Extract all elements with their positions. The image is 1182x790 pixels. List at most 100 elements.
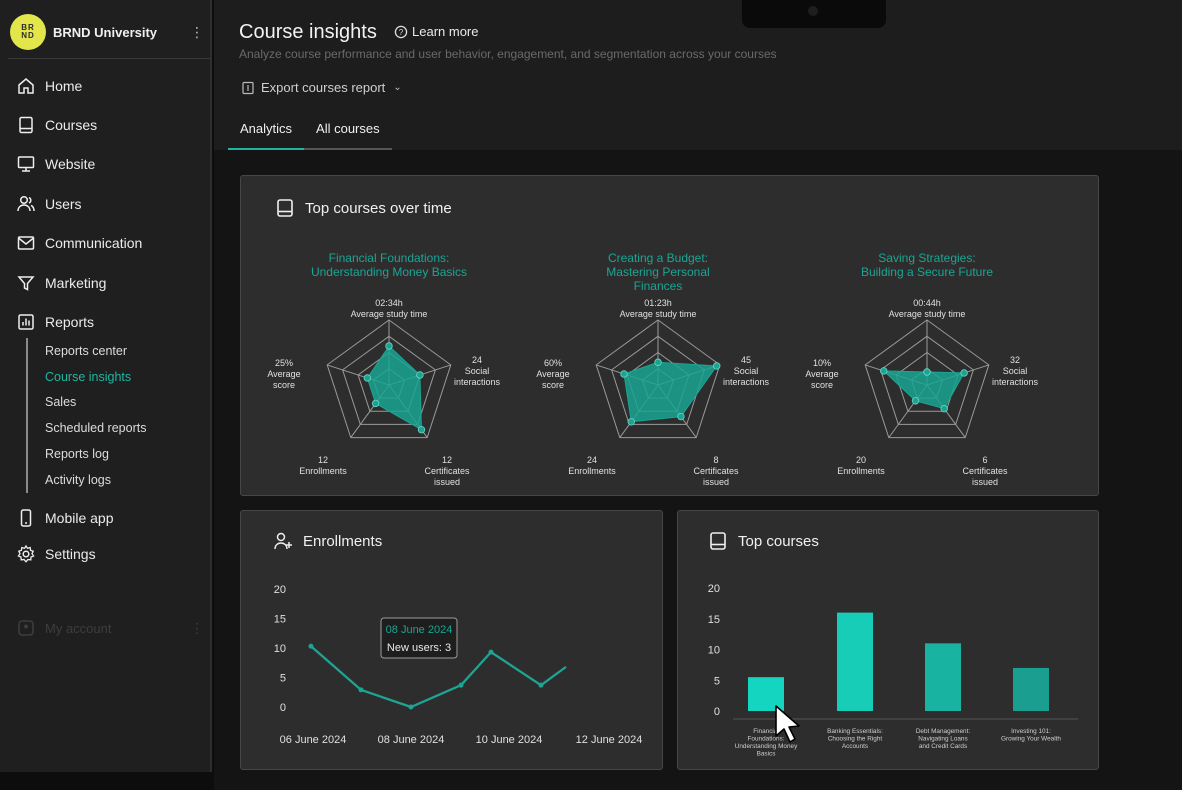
bar-category-label: Foundations: xyxy=(748,736,785,743)
bar-category-label: Investing 101: xyxy=(1011,728,1051,735)
sidebar-item-label: Mobile app xyxy=(45,510,114,526)
top-courses-card: Top courses 20 15 10 5 0 Financial Foundations… xyxy=(677,510,1099,770)
subnav-item-scheduled-reports[interactable]: Scheduled reports xyxy=(45,421,147,436)
radar-certificates-label: issued xyxy=(703,477,729,487)
sidebar-item-marketing[interactable]: Marketing xyxy=(16,263,202,302)
radar-value-point xyxy=(385,342,393,350)
x-tick-label: 08 June 2024 xyxy=(378,734,445,746)
top-courses-title: Top courses xyxy=(738,532,819,550)
main-nav: Home Courses Website Users Communication Mark… xyxy=(16,66,202,342)
radar-score-label: Average xyxy=(267,369,300,379)
y-tick-label: 10 xyxy=(274,643,286,655)
sidebar-item-website[interactable]: Website xyxy=(16,145,202,184)
y-tick-label: 10 xyxy=(708,645,720,657)
y-tick-label: 0 xyxy=(280,702,286,714)
sidebar-item-label: Reports xyxy=(45,314,95,331)
bar-category-label: Choosing the Right xyxy=(828,736,883,743)
users-icon xyxy=(17,195,35,211)
brand-header[interactable]: BR ND BRND University ⋮ xyxy=(10,14,204,50)
radar-social-value: 45 xyxy=(741,355,751,365)
sidebar-item-courses[interactable]: Courses xyxy=(16,105,202,144)
enrollments-point xyxy=(308,643,314,649)
page-header: Course insights ? Learn more Analyze cou… xyxy=(214,0,1182,150)
bar-category-label: Understanding Money xyxy=(735,743,798,750)
subnav-item-course-insights[interactable]: Course insights xyxy=(45,369,132,384)
subnav-item-activity-logs[interactable]: Activity logs xyxy=(45,472,111,487)
tab-analytics[interactable]: Analytics xyxy=(228,117,305,150)
funnel-icon xyxy=(17,275,35,291)
sidebar-item-label: Home xyxy=(45,77,83,94)
bar-category-label: Banking Essentials: xyxy=(827,728,883,735)
chart-icon xyxy=(18,314,34,330)
sidebar-item-settings[interactable]: Settings xyxy=(16,536,202,572)
mail-icon xyxy=(17,236,35,250)
sidebar-divider xyxy=(8,58,210,59)
subnav-item-reports-log[interactable]: Reports log xyxy=(45,447,109,462)
help-icon: ? xyxy=(394,25,408,38)
enrollments-point xyxy=(488,649,494,655)
radar-social-label: interactions xyxy=(723,377,770,387)
export-report-dropdown[interactable]: Export courses report ⌄ xyxy=(241,80,402,95)
radar-study-time-label: Average study time xyxy=(351,309,428,319)
y-tick-label: 0 xyxy=(714,706,720,718)
subnav-item-reports-center[interactable]: Reports center xyxy=(45,343,127,358)
radar-social-label: Social xyxy=(734,366,759,376)
subnav-item-sales[interactable]: Sales xyxy=(45,395,77,410)
bar-category-label: Basics xyxy=(757,751,776,758)
bar-2 xyxy=(837,612,873,711)
home-icon xyxy=(18,77,34,94)
radar-grid-ring xyxy=(880,335,974,425)
radar-value-point xyxy=(911,397,920,405)
learn-more-link[interactable]: ? Learn more xyxy=(394,24,478,39)
reports-subnav: Reports center Course insights Sales Schedu… xyxy=(26,338,146,493)
y-tick-label: 20 xyxy=(274,584,286,596)
radar-certificates-value: 8 xyxy=(713,455,718,465)
sidebar-item-communication[interactable]: Communication xyxy=(16,224,202,263)
bar-category-label: Growing Your Wealth xyxy=(1001,736,1061,743)
bar-category-label: Accounts xyxy=(842,743,868,750)
my-account-item[interactable]: My account ⋮ xyxy=(16,618,204,638)
y-tick-label: 5 xyxy=(280,673,286,685)
learn-more-label: Learn more xyxy=(412,24,479,39)
page-title: Course insights xyxy=(239,21,377,43)
enrollments-card: Enrollments 20 15 10 5 0 06 June 2024 08 June … xyxy=(240,510,663,770)
y-tick-label: 20 xyxy=(708,583,720,595)
brand-logo: BR ND xyxy=(10,14,46,50)
mouse-cursor-shape xyxy=(775,705,800,743)
brand-menu-icon[interactable]: ⋮ xyxy=(190,24,204,40)
radar-study-time-label: Average study time xyxy=(889,309,966,319)
radar-score-label: Average xyxy=(536,369,569,379)
radar-course-title: Saving Strategies: xyxy=(878,251,975,265)
sidebar-item-reports[interactable]: Reports xyxy=(16,302,202,341)
radar-study-time-label: Average study time xyxy=(620,309,697,319)
radar-course-title: Creating a Budget: xyxy=(608,251,708,265)
radar-certificates-label: issued xyxy=(434,477,460,487)
tab-all-courses[interactable]: All courses xyxy=(304,117,392,150)
radar-score-value: 10% xyxy=(813,358,831,368)
sidebar-item-users[interactable]: Users xyxy=(16,184,202,223)
enrollments-point xyxy=(408,704,414,710)
radar-certificates-label: issued xyxy=(972,477,998,487)
radar-certificates-value: 12 xyxy=(442,455,452,465)
export-label: Export courses report xyxy=(261,80,386,95)
radar-value-area xyxy=(882,370,965,410)
sidebar-item-mobile-app[interactable]: Mobile app xyxy=(16,500,202,536)
enrollments-title: Enrollments xyxy=(303,532,383,550)
top-courses-bar-chart: 20 15 10 5 0 FinancialFoundations:Understandi… xyxy=(708,583,1078,758)
radar-grid-ring xyxy=(342,335,436,425)
radar-grid-ring xyxy=(595,319,721,439)
radar-score-value: 25% xyxy=(275,358,293,368)
gear-icon xyxy=(17,544,35,563)
card-title-enrollments: Enrollments xyxy=(273,531,382,551)
tooltip-date: 08 June 2024 xyxy=(386,624,453,636)
radar-value-point xyxy=(417,425,426,434)
sidebar: BR ND BRND University ⋮ Home Courses Websit… xyxy=(0,0,212,772)
radar-value-point xyxy=(880,367,888,375)
tabs: Analytics All courses xyxy=(228,117,392,150)
sidebar-item-home[interactable]: Home xyxy=(16,66,202,105)
radar-value-point xyxy=(960,369,968,377)
radar-value-point xyxy=(416,371,424,379)
my-account-menu-icon[interactable]: ⋮ xyxy=(190,620,204,636)
radar-study-time-value: 00:44h xyxy=(913,298,941,308)
sidebar-item-label: Courses xyxy=(45,117,98,134)
